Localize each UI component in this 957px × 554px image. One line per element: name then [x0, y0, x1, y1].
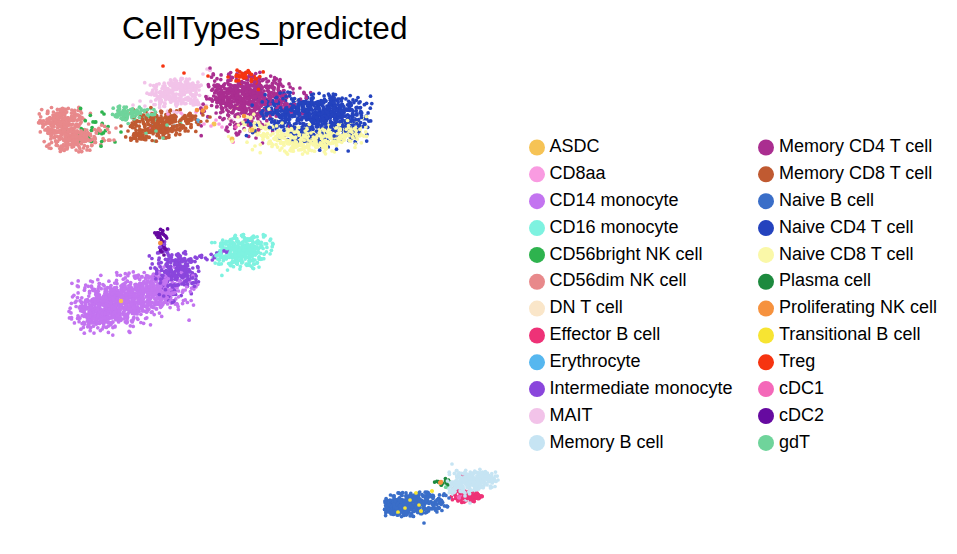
svg-text:CD56bright NK cell: CD56bright NK cell	[550, 244, 703, 264]
svg-text:Effector B cell: Effector B cell	[550, 324, 661, 344]
svg-text:CD56dim NK cell: CD56dim NK cell	[550, 270, 687, 290]
svg-text:Memory CD8 T cell: Memory CD8 T cell	[779, 163, 932, 183]
svg-text:Naive B cell: Naive B cell	[779, 190, 874, 210]
svg-text:ASDC: ASDC	[550, 136, 600, 156]
svg-text:Erythrocyte: Erythrocyte	[550, 351, 641, 371]
svg-text:Naive CD8 T cell: Naive CD8 T cell	[779, 244, 913, 264]
svg-text:MAIT: MAIT	[550, 405, 593, 425]
svg-text:gdT: gdT	[779, 432, 810, 452]
svg-text:DN T cell: DN T cell	[550, 297, 623, 317]
svg-text:Intermediate monocyte: Intermediate monocyte	[550, 378, 733, 398]
svg-text:CD16 monocyte: CD16 monocyte	[550, 217, 679, 237]
svg-text:Transitional B cell: Transitional B cell	[779, 324, 920, 344]
svg-text:CellTypes_predicted: CellTypes_predicted	[122, 10, 407, 46]
svg-text:cDC1: cDC1	[779, 378, 824, 398]
svg-text:CD14 monocyte: CD14 monocyte	[550, 190, 679, 210]
svg-text:Naive CD4 T cell: Naive CD4 T cell	[779, 217, 913, 237]
svg-text:CD8aa: CD8aa	[550, 163, 607, 183]
svg-text:cDC2: cDC2	[779, 405, 824, 425]
svg-text:Memory B cell: Memory B cell	[550, 432, 664, 452]
svg-text:Proliferating NK cell: Proliferating NK cell	[779, 297, 937, 317]
svg-text:Treg: Treg	[779, 351, 815, 371]
svg-text:Memory CD4 T cell: Memory CD4 T cell	[779, 136, 932, 156]
svg-text:Plasma cell: Plasma cell	[779, 270, 871, 290]
